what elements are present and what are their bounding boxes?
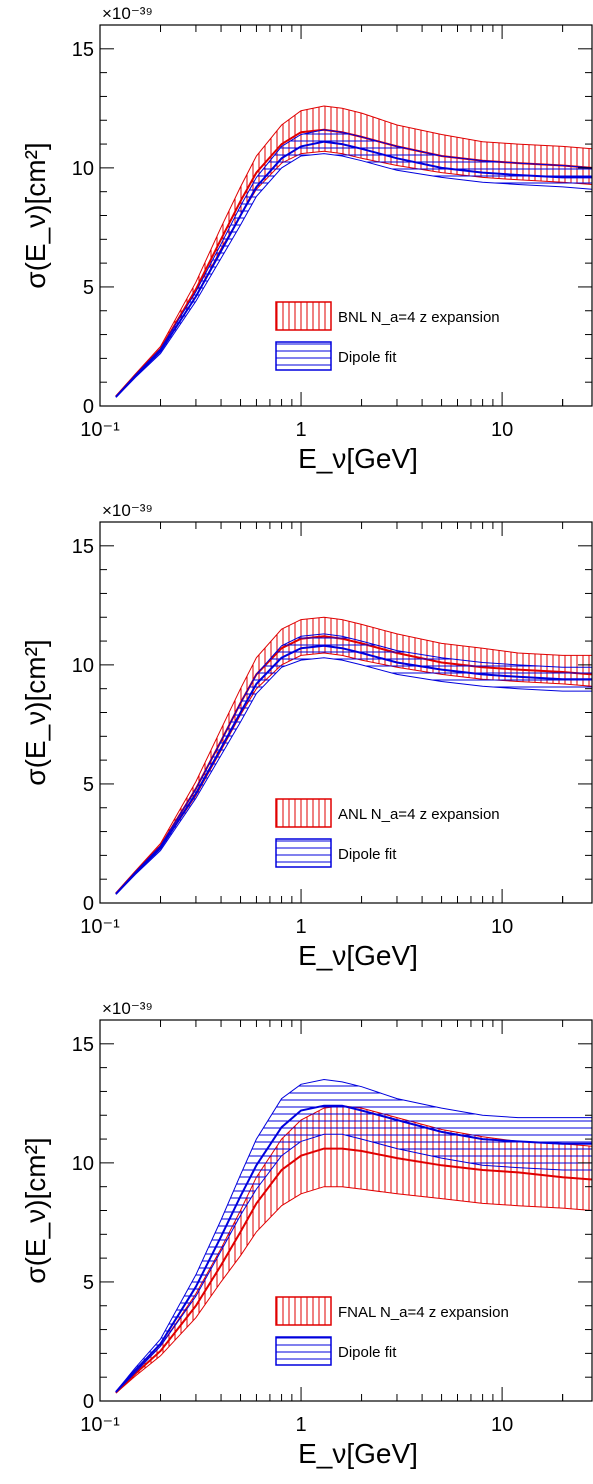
- y-tick-label: 0: [83, 893, 94, 915]
- y-multiplier-label: ×10⁻³⁹: [102, 4, 153, 23]
- legend-label: Dipole fit: [338, 349, 397, 366]
- x-tick-label: 10: [491, 916, 513, 938]
- lower-line: [115, 1186, 592, 1394]
- central-line: [115, 140, 592, 398]
- central-line: [115, 1104, 592, 1393]
- chart-panel-top: 0 5 10 15 10⁻¹ 1 10 ×10⁻³⁹ E_ν[GeV] σ(E_ν)[cm²] BN…: [20, 4, 593, 474]
- y-multiplier-label: ×10⁻³⁹: [102, 501, 153, 520]
- y-tick-label: 10: [72, 655, 94, 677]
- error-band: [115, 1105, 592, 1394]
- y-tick-label: 15: [72, 536, 94, 558]
- lower-line: [115, 657, 592, 895]
- upper-line: [115, 105, 592, 397]
- x-tick-label: 10: [491, 1414, 513, 1436]
- legend-item: Dipole fit: [275, 1336, 397, 1366]
- y-axis-title: σ(E_ν)[cm²]: [20, 1137, 51, 1283]
- y-axis-title: σ(E_ν)[cm²]: [20, 639, 51, 785]
- legend-item: ANL N_a=4 z expansion: [275, 798, 500, 828]
- y-tick-label: 5: [83, 1272, 94, 1294]
- chart-panel-middle: 0 5 10 15 10⁻¹ 1 10 ×10⁻³⁹ E_ν[GeV] σ(E_ν)[cm²] AN…: [20, 501, 593, 971]
- legend-swatch: [275, 1336, 332, 1366]
- legend-item: Dipole fit: [275, 341, 397, 371]
- legend-swatch: [275, 341, 332, 371]
- y-tick-label: 5: [83, 774, 94, 796]
- legend-swatch: [275, 798, 332, 828]
- chart-panel-bottom: 0 5 10 15 10⁻¹ 1 10 ×10⁻³⁹ E_ν[GeV] σ(E_ν)[cm²] FN…: [20, 999, 593, 1469]
- error-band: [115, 617, 592, 894]
- legend-label: BNL N_a=4 z expansion: [338, 309, 500, 326]
- series-dipole: [115, 1078, 592, 1393]
- legend-swatch: [275, 838, 332, 868]
- legend-swatch: [275, 301, 332, 331]
- legend: BNL N_a=4 z expansion Dipole fit: [275, 301, 500, 371]
- y-multiplier-label: ×10⁻³⁹: [102, 999, 153, 1018]
- upper-line: [115, 616, 592, 894]
- y-tick-label: 5: [83, 277, 94, 299]
- legend-label: ANL N_a=4 z expansion: [338, 806, 500, 823]
- x-tick-label: 10: [491, 419, 513, 441]
- x-tick-label: 1: [295, 1414, 306, 1436]
- legend-label: Dipole fit: [338, 846, 397, 863]
- upper-line: [115, 129, 592, 397]
- legend: ANL N_a=4 z expansion Dipole fit: [275, 798, 500, 868]
- error-band: [115, 1079, 592, 1393]
- legend: FNAL N_a=4 z expansion Dipole fit: [275, 1296, 509, 1366]
- y-tick-label: 15: [72, 39, 94, 61]
- legend-item: Dipole fit: [275, 838, 397, 868]
- upper-line: [115, 633, 592, 894]
- y-tick-label: 0: [83, 1391, 94, 1413]
- y-tick-label: 0: [83, 396, 94, 418]
- upper-line: [115, 1078, 592, 1392]
- central-line: [115, 644, 592, 895]
- y-axis-title: σ(E_ν)[cm²]: [20, 142, 51, 288]
- x-tick-label: 10⁻¹: [80, 916, 120, 938]
- x-tick-label: 10⁻¹: [80, 419, 120, 441]
- error-band: [115, 106, 592, 397]
- legend-item: BNL N_a=4 z expansion: [275, 301, 500, 331]
- lower-line: [115, 153, 592, 398]
- legend-label: Dipole fit: [338, 1344, 397, 1361]
- x-tick-label: 10⁻¹: [80, 1414, 120, 1436]
- legend-swatch: [275, 1296, 332, 1326]
- lower-line: [115, 1133, 592, 1393]
- y-tick-label: 10: [72, 158, 94, 180]
- legend-label: FNAL N_a=4 z expansion: [338, 1304, 509, 1321]
- x-tick-label: 1: [295, 419, 306, 441]
- series-dipole: [115, 129, 592, 398]
- central-line: [115, 1147, 592, 1394]
- x-axis-title: E_ν[GeV]: [298, 940, 418, 971]
- legend-item: FNAL N_a=4 z expansion: [275, 1296, 509, 1326]
- x-axis-title: E_ν[GeV]: [298, 443, 418, 474]
- x-tick-label: 1: [295, 916, 306, 938]
- series-dipole: [115, 633, 592, 895]
- y-tick-label: 10: [72, 1153, 94, 1175]
- x-axis-title: E_ν[GeV]: [298, 1438, 418, 1469]
- y-tick-label: 15: [72, 1034, 94, 1056]
